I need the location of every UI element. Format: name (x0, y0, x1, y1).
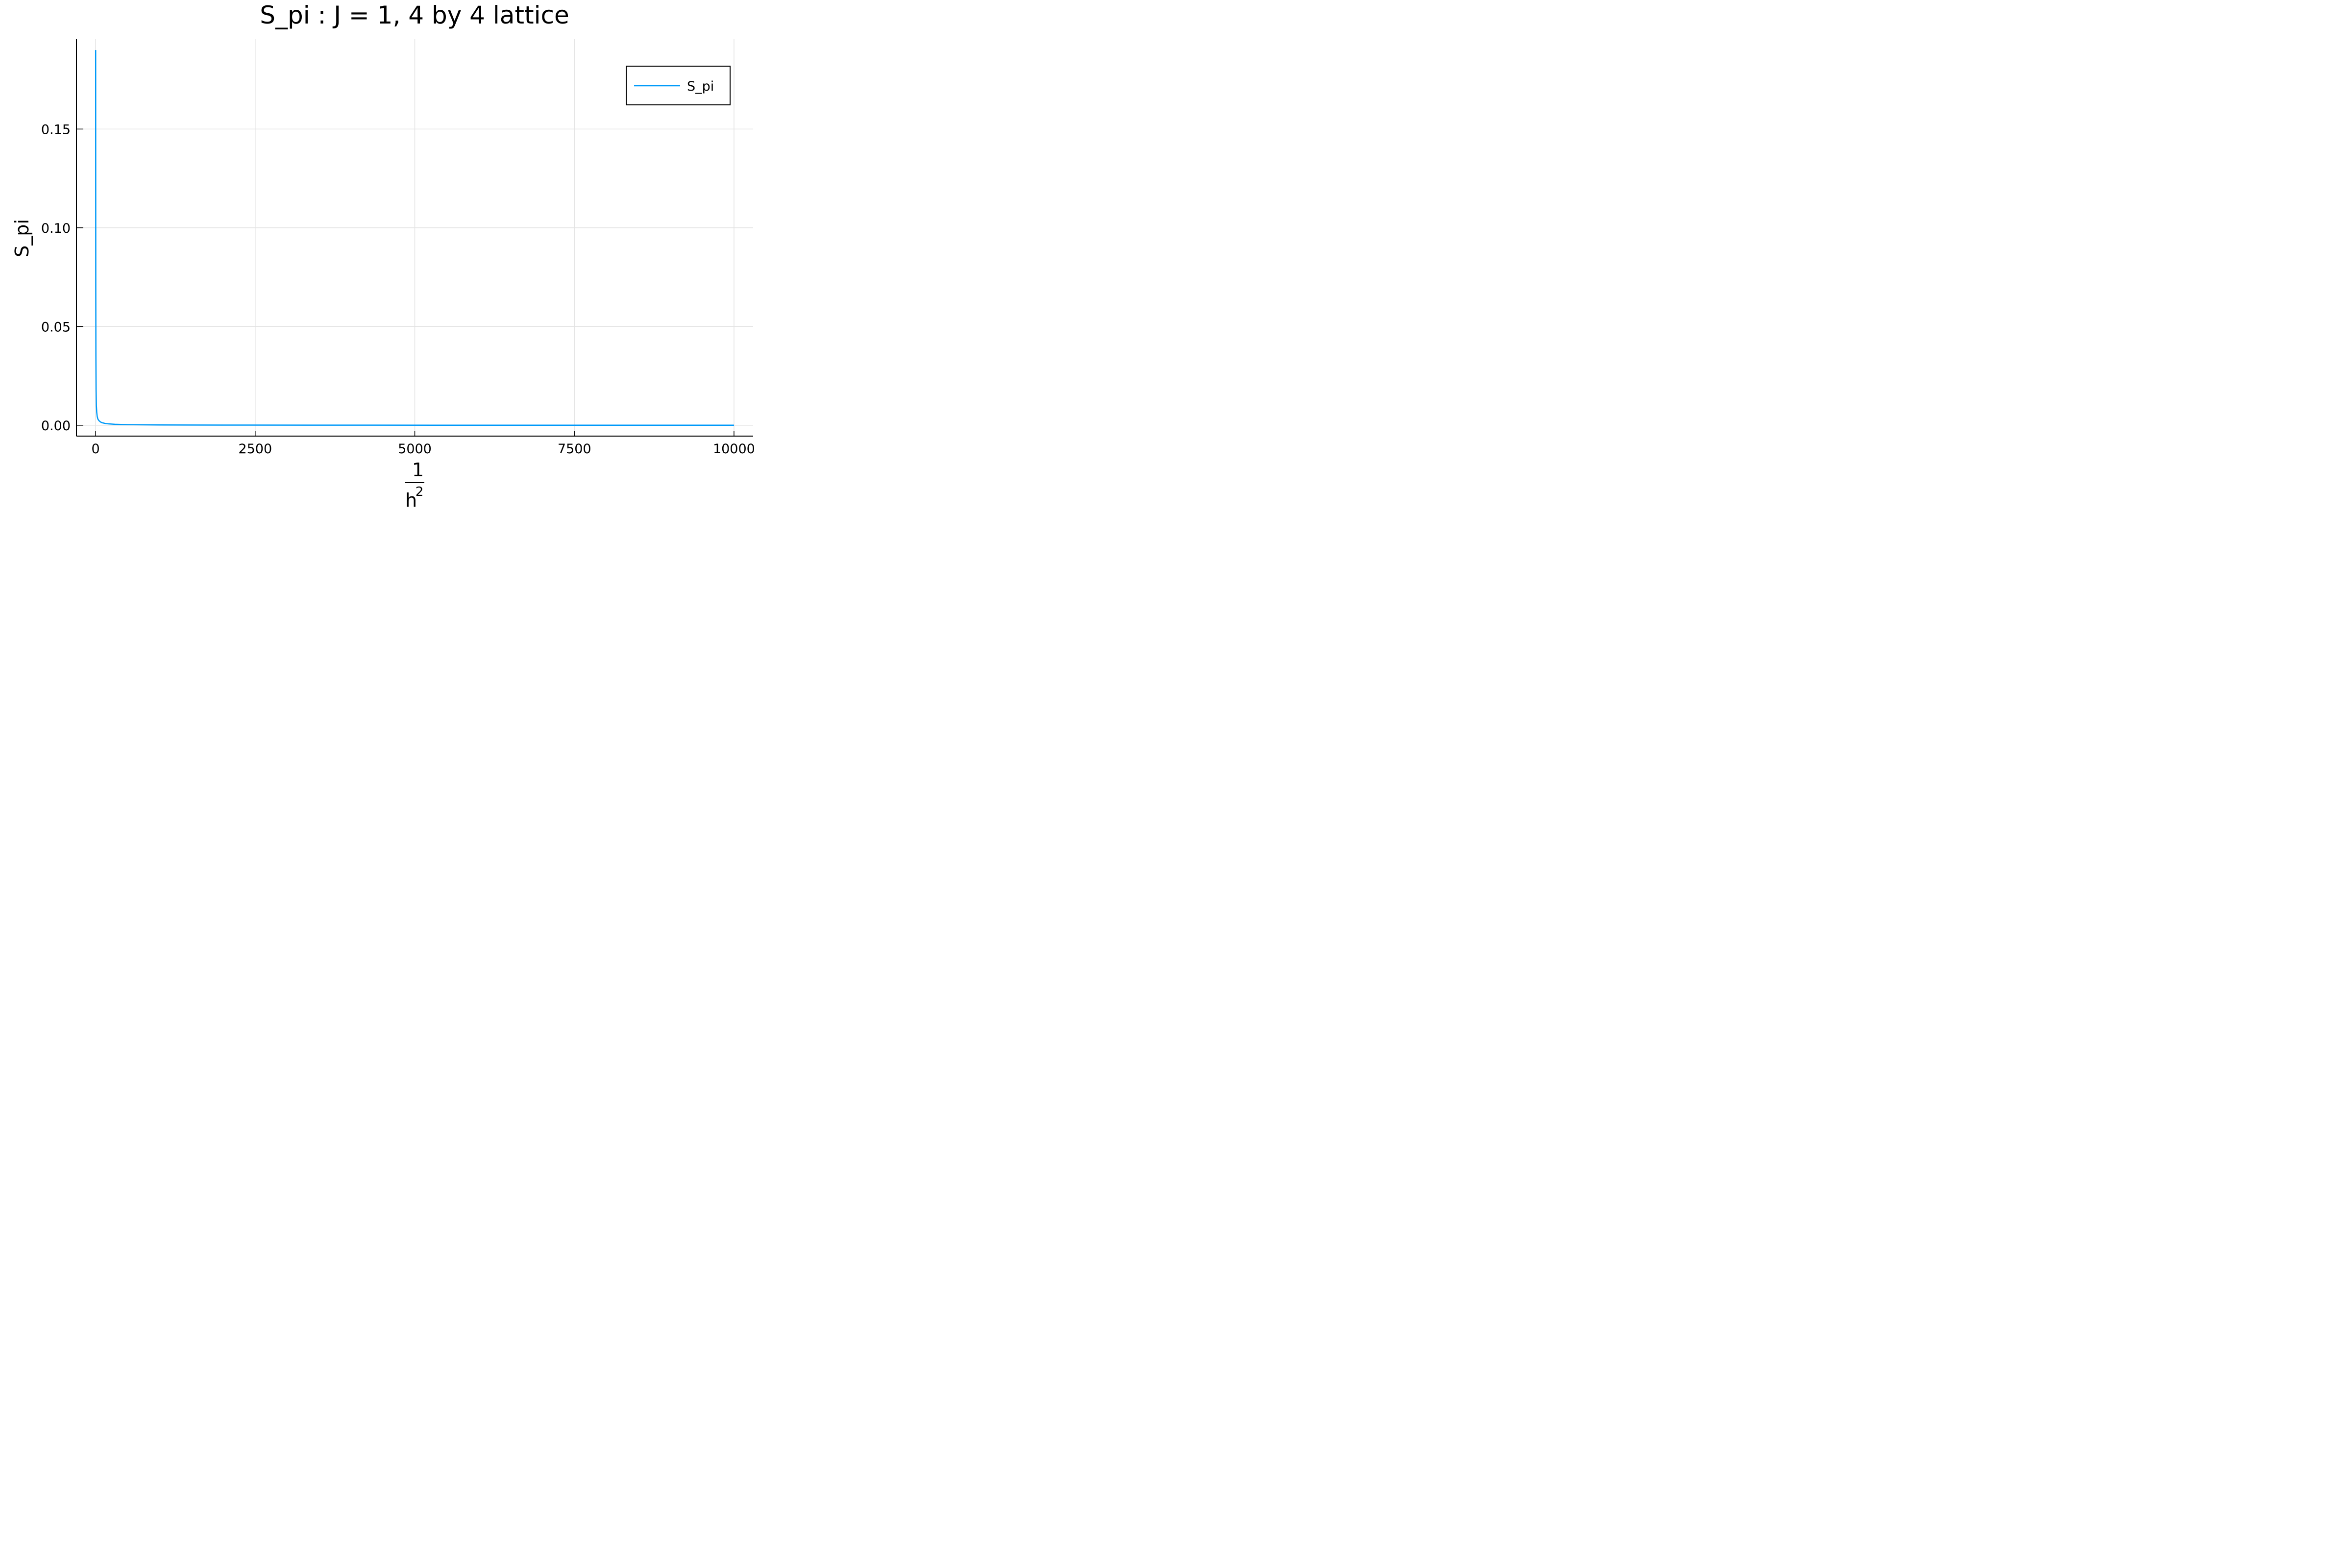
x-axis-label-numerator: 1 (412, 459, 424, 481)
y-tick-label: 0.10 (41, 221, 71, 236)
series-line (95, 50, 734, 426)
chart: 0 2500 5000 7500 10000 0.00 0.05 0.10 0.15 S_pi … (0, 0, 764, 510)
series-layer (95, 50, 734, 426)
x-tick-label: 0 (91, 441, 99, 457)
x-axis-label: 1 h 2 (405, 459, 424, 510)
x-tick-label: 2500 (238, 441, 272, 457)
x-tick-label: 7500 (558, 441, 591, 457)
y-tick-label: 0.05 (41, 319, 71, 335)
ticks: 0 2500 5000 7500 10000 0.00 0.05 0.10 0.15 (41, 122, 755, 457)
x-tick-label: 10000 (713, 441, 755, 457)
legend: S_pi (626, 66, 731, 105)
y-axis-label: S_pi (11, 219, 33, 257)
y-tick-label: 0.15 (41, 122, 71, 137)
legend-label: S_pi (687, 79, 714, 94)
x-axis-label-denominator: h (405, 490, 417, 510)
chart-title: S_pi : J = 1, 4 by 4 lattice (260, 1, 569, 29)
x-tick-label: 5000 (398, 441, 432, 457)
x-axis-label-exponent: 2 (416, 485, 424, 499)
y-tick-label: 0.00 (41, 418, 71, 434)
